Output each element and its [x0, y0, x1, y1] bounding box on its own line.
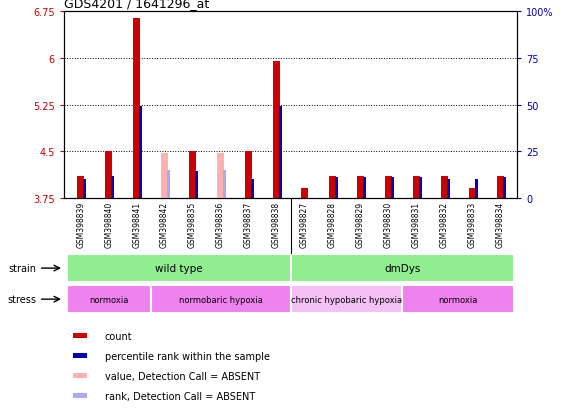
Text: GSM398837: GSM398837	[244, 201, 253, 247]
Bar	[335, 178, 338, 198]
Bar	[251, 180, 254, 198]
Bar	[447, 180, 450, 198]
Bar	[217, 154, 224, 198]
Bar	[279, 107, 282, 198]
Text: GSM398835: GSM398835	[188, 201, 197, 247]
Text: GSM398841: GSM398841	[132, 201, 141, 247]
Bar	[73, 393, 87, 399]
Text: GSM398829: GSM398829	[356, 201, 365, 247]
Text: normoxia: normoxia	[439, 295, 478, 304]
Bar	[111, 177, 114, 198]
Bar	[245, 152, 252, 198]
Bar	[329, 177, 336, 198]
Bar	[73, 333, 87, 339]
Bar	[83, 180, 86, 198]
Text: GSM398839: GSM398839	[76, 201, 85, 247]
Text: GSM398840: GSM398840	[104, 201, 113, 247]
Text: GSM398836: GSM398836	[216, 201, 225, 247]
Text: chronic hypobaric hypoxia: chronic hypobaric hypoxia	[291, 295, 402, 304]
Bar	[441, 177, 448, 198]
Bar	[503, 178, 505, 198]
Text: GSM398838: GSM398838	[272, 201, 281, 247]
Text: GSM398842: GSM398842	[160, 201, 169, 247]
Bar	[77, 177, 84, 198]
Text: GSM398832: GSM398832	[440, 201, 449, 247]
Text: normoxia: normoxia	[89, 295, 128, 304]
Bar	[195, 172, 198, 198]
Bar	[161, 154, 168, 198]
Bar	[73, 373, 87, 378]
Bar	[390, 178, 394, 198]
Bar	[403, 285, 514, 313]
Bar	[67, 285, 150, 313]
Text: GSM398830: GSM398830	[384, 201, 393, 247]
Bar	[189, 152, 196, 198]
Bar	[67, 254, 290, 282]
Bar	[385, 177, 392, 198]
Bar	[413, 177, 420, 198]
Text: GDS4201 / 1641296_at: GDS4201 / 1641296_at	[64, 0, 209, 10]
Text: GSM398828: GSM398828	[328, 201, 337, 247]
Text: value, Detection Call = ABSENT: value, Detection Call = ABSENT	[105, 371, 260, 381]
Bar	[167, 171, 170, 198]
Text: normobaric hypoxia: normobaric hypoxia	[178, 295, 263, 304]
Bar	[150, 285, 290, 313]
Text: GSM398834: GSM398834	[496, 201, 505, 247]
Bar	[497, 177, 504, 198]
Bar	[223, 171, 226, 198]
Bar	[475, 180, 478, 198]
Text: wild type: wild type	[155, 263, 202, 273]
Text: rank, Detection Call = ABSENT: rank, Detection Call = ABSENT	[105, 391, 255, 401]
Text: stress: stress	[7, 294, 36, 304]
Bar	[290, 254, 514, 282]
Bar	[133, 19, 140, 198]
Bar	[290, 285, 403, 313]
Bar	[469, 189, 476, 198]
Text: GSM398827: GSM398827	[300, 201, 309, 247]
Text: dmDys: dmDys	[384, 263, 421, 273]
Bar	[73, 353, 87, 358]
Bar	[363, 178, 366, 198]
Text: GSM398831: GSM398831	[412, 201, 421, 247]
Bar	[105, 152, 112, 198]
Bar	[419, 178, 422, 198]
Text: percentile rank within the sample: percentile rank within the sample	[105, 351, 270, 361]
Text: count: count	[105, 331, 132, 341]
Text: strain: strain	[8, 263, 36, 273]
Bar	[273, 62, 280, 198]
Bar	[301, 189, 308, 198]
Bar	[357, 177, 364, 198]
Bar	[139, 107, 142, 198]
Text: GSM398833: GSM398833	[468, 201, 477, 247]
